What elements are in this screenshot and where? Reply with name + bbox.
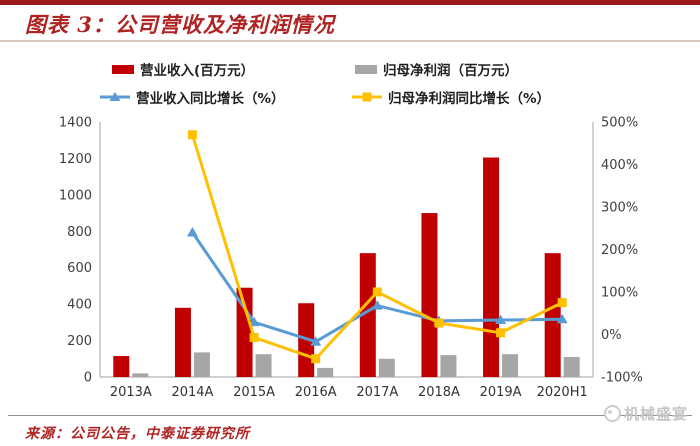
bar-net-profit-2016A bbox=[317, 367, 334, 377]
marker-triangle bbox=[371, 300, 383, 310]
legend-item-net-profit: 归母净利润（百万元） bbox=[355, 61, 518, 79]
legend-label-revenue-growth: 营业收入同比增长（%） bbox=[136, 91, 285, 107]
combo-chart: 0 200 400 600 800 1000 1200 1400 -100% 0% 100% 200%… bbox=[59, 116, 643, 401]
bar-net-profit-2014A bbox=[193, 352, 210, 377]
x-axis-category-label: 2016A bbox=[295, 385, 337, 400]
marker-square bbox=[434, 318, 444, 328]
revenue-growth-line-swatch bbox=[100, 92, 130, 101]
right-axis-tick: -100% bbox=[601, 371, 643, 386]
bar-revenue-2015A bbox=[236, 287, 253, 377]
bar-revenue-2020H1 bbox=[544, 253, 561, 377]
marker-square bbox=[557, 298, 567, 308]
marker-square bbox=[249, 332, 259, 342]
left-axis-tick: 1000 bbox=[59, 188, 92, 203]
title-underline bbox=[0, 40, 700, 42]
marker-square bbox=[372, 287, 382, 297]
left-axis-tick: 400 bbox=[67, 298, 92, 313]
marker-triangle bbox=[556, 313, 568, 324]
legend-label-net-profit: 归母净利润（百万元） bbox=[383, 63, 518, 79]
marker-square bbox=[187, 130, 197, 140]
top-accent-bar bbox=[0, 0, 700, 5]
x-axis-category-label: 2018A bbox=[418, 385, 460, 400]
right-axis-tick: 100% bbox=[601, 286, 638, 301]
bottom-rule bbox=[8, 415, 692, 416]
bar-net-profit-2018A bbox=[440, 355, 457, 377]
marker-square bbox=[496, 328, 506, 338]
x-axis-category-label: 2017A bbox=[356, 385, 398, 400]
left-axis-tick: 1400 bbox=[59, 116, 92, 131]
bar-net-profit-2017A bbox=[378, 358, 395, 377]
marker-triangle bbox=[186, 227, 198, 237]
watermark-text: 机械盛宴 bbox=[623, 405, 688, 423]
left-axis-tick: 600 bbox=[67, 261, 92, 276]
x-axis-category-label: 2020H1 bbox=[537, 385, 588, 400]
bar-net-profit-2019A bbox=[502, 354, 519, 377]
bar-revenue-2017A bbox=[359, 253, 376, 377]
marker-triangle bbox=[310, 336, 322, 346]
source-note: 来源：公司公告，中泰证券研究所 bbox=[25, 426, 250, 442]
marker-square bbox=[311, 354, 321, 364]
revenue-bar-swatch bbox=[112, 64, 134, 74]
x-axis-category-label: 2014A bbox=[171, 385, 213, 400]
legend-item-revenue: 营业收入(百万元） bbox=[112, 61, 255, 79]
bar-revenue-2018A bbox=[421, 213, 438, 377]
bar-net-profit-2013A bbox=[132, 373, 149, 377]
right-axis-tick: 0% bbox=[601, 328, 622, 343]
net-profit-growth-line-swatch bbox=[352, 92, 382, 102]
bar-revenue-2019A bbox=[483, 157, 500, 377]
left-axis-tick: 800 bbox=[67, 225, 92, 240]
net-profit-bar-swatch bbox=[355, 64, 377, 74]
right-axis-tick: 500% bbox=[601, 116, 638, 131]
watermark: 机械盛宴 bbox=[603, 403, 688, 424]
legend-label-net-profit-growth: 归母净利润同比增长（%） bbox=[388, 91, 551, 107]
legend-item-net-profit-growth: 归母净利润同比增长（%） bbox=[352, 89, 551, 107]
right-axis-tick: 300% bbox=[601, 201, 638, 216]
bar-net-profit-2020H1 bbox=[563, 356, 580, 377]
x-axis-category-label: 2015A bbox=[233, 385, 275, 400]
chart-title: 图表 3：公司营收及净利润情况 bbox=[25, 12, 335, 37]
legend-label-revenue: 营业收入(百万元） bbox=[140, 63, 255, 79]
bar-net-profit-2015A bbox=[255, 354, 272, 377]
legend-item-revenue-growth: 营业收入同比增长（%） bbox=[100, 89, 285, 107]
left-axis-tick: 1200 bbox=[59, 152, 92, 167]
x-axis-category-label: 2019A bbox=[480, 385, 522, 400]
marker-triangle bbox=[495, 314, 507, 325]
right-axis-tick: 200% bbox=[601, 243, 638, 258]
bar-revenue-2014A bbox=[174, 307, 191, 377]
left-axis-tick: 0 bbox=[84, 371, 92, 386]
left-axis-tick: 200 bbox=[67, 334, 92, 349]
bar-revenue-2013A bbox=[113, 356, 130, 377]
watermark-logo-icon bbox=[603, 405, 621, 422]
right-axis-tick: 400% bbox=[601, 158, 638, 173]
x-axis-category-label: 2013A bbox=[110, 385, 152, 400]
